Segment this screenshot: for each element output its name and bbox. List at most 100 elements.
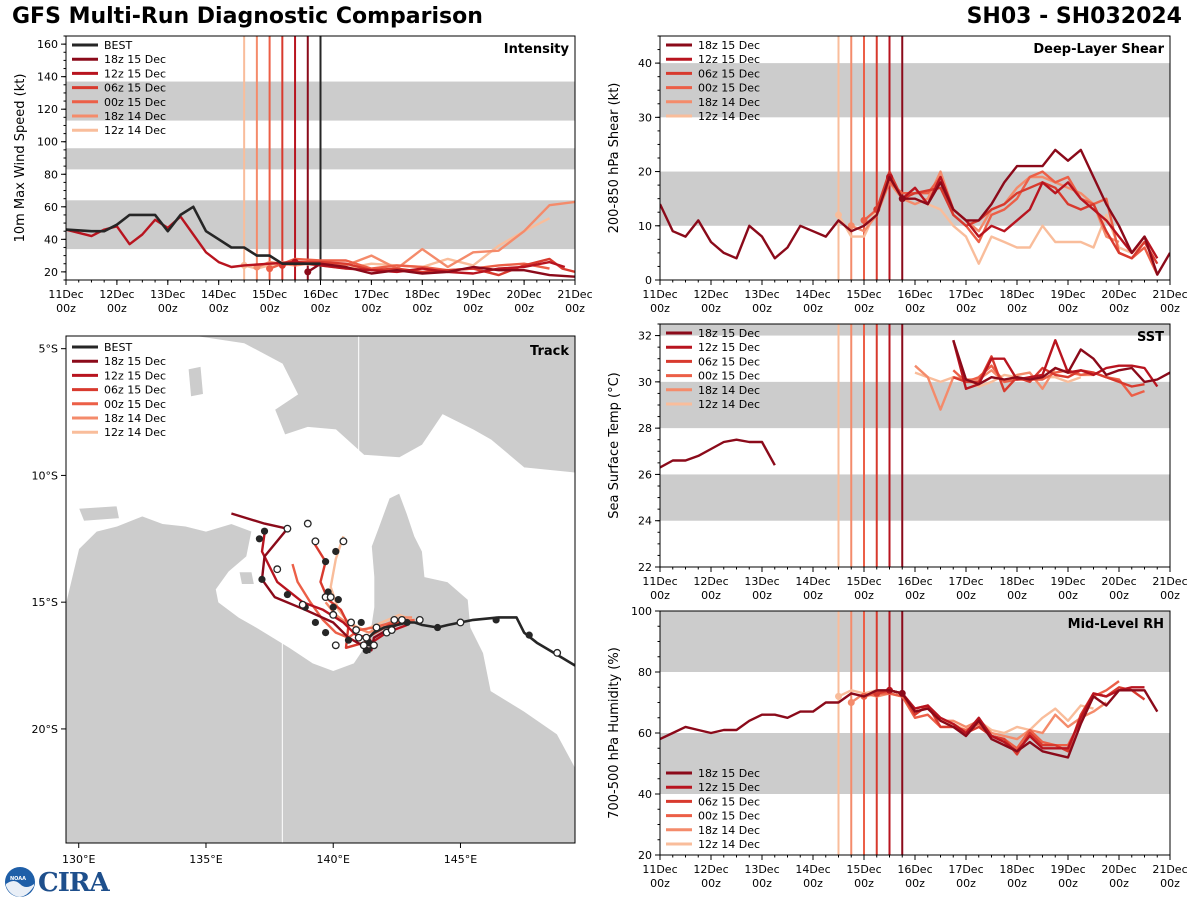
legend-entry: 18z 15 Dec <box>698 39 760 52</box>
panel-title: SST <box>1137 330 1164 345</box>
track-point-open <box>326 593 335 602</box>
y-tick-label: 10 <box>638 220 652 233</box>
legend-entry: 18z 14 Dec <box>104 412 166 425</box>
x-tick-day: 14Dec <box>795 575 830 588</box>
chart-sst: 22242628303211Dec00z12Dec00z13Dec00z14De… <box>607 323 1188 602</box>
x-tick-hour: 00z <box>107 302 127 315</box>
track-point-open <box>354 633 363 642</box>
series-line <box>952 339 1170 386</box>
series-line <box>660 689 1159 759</box>
x-tick-day: 15Dec <box>252 288 287 301</box>
legend-entry: 12z 15 Dec <box>698 341 760 354</box>
x-tick-day: 18Dec <box>999 575 1034 588</box>
legend-entry: 06z 15 Dec <box>104 384 166 397</box>
legend-entry: 18z 14 Dec <box>698 96 760 109</box>
shaded-band <box>660 63 1170 118</box>
panel-title: Deep-Layer Shear <box>1033 42 1164 57</box>
track-point-filled <box>260 527 269 535</box>
x-tick-label: 140°E <box>316 853 349 866</box>
panel-title: Mid-Level RH <box>1068 617 1164 632</box>
x-tick-hour: 00z <box>905 302 925 315</box>
shaded-band <box>660 381 1170 429</box>
noaa-wave-icon <box>6 881 34 897</box>
x-tick-day: 20Dec <box>1101 575 1136 588</box>
legend-entry: 12z 14 Dec <box>104 426 166 439</box>
init-point <box>847 222 855 230</box>
x-tick-hour: 00z <box>752 302 772 315</box>
init-point <box>266 265 274 273</box>
legend-entry: BEST <box>104 39 132 52</box>
legend-entry: 18z 15 Dec <box>698 767 760 780</box>
x-tick-day: 19Dec <box>456 288 491 301</box>
x-tick-day: 15Dec <box>846 863 881 876</box>
track-point-open <box>553 648 562 657</box>
legend-entry: 12z 15 Dec <box>104 369 166 382</box>
series-line <box>307 262 575 278</box>
track-point-filled <box>258 575 266 583</box>
y-tick-label: 20 <box>638 849 652 862</box>
chart-intensity: 2040608010012014016011Dec00z12Dec00z13De… <box>13 35 593 315</box>
x-tick-day: 16Dec <box>897 863 932 876</box>
x-tick-hour: 00z <box>260 302 280 315</box>
x-tick-day: 16Dec <box>897 575 932 588</box>
y-tick-label: 60 <box>44 201 58 214</box>
init-point <box>847 699 855 706</box>
track-point-open <box>347 618 355 627</box>
y-tick-label: 100 <box>37 136 58 149</box>
y-tick-label: 80 <box>44 168 58 181</box>
x-tick-day: 21Dec <box>1152 575 1187 588</box>
legend-entry: BEST <box>104 341 132 354</box>
legend-entry: 00z 15 Dec <box>104 398 166 411</box>
series-line <box>660 438 776 469</box>
x-tick-day: 21Dec <box>1152 288 1187 301</box>
y-tick-label: 30 <box>638 111 652 124</box>
track-point-open <box>369 641 378 650</box>
track-point-open <box>397 615 406 624</box>
legend-entry: 12z 14 Dec <box>104 124 166 137</box>
x-tick-day: 17Dec <box>948 863 983 876</box>
x-tick-hour: 00z <box>803 589 823 602</box>
x-tick-hour: 00z <box>1007 589 1027 602</box>
page-title: GFS Multi-Run Diagnostic Comparison <box>12 4 483 29</box>
x-tick-hour: 00z <box>1109 589 1129 602</box>
legend-entry: 00z 15 Dec <box>698 370 760 383</box>
track-point-open <box>390 615 399 624</box>
x-tick-hour: 00z <box>752 877 772 890</box>
legend-entry: 18z 15 Dec <box>104 355 166 368</box>
track-point-filled <box>255 535 264 543</box>
x-tick-day: 11Dec <box>642 288 677 301</box>
legend-entry: 18z 15 Dec <box>104 53 166 66</box>
x-tick-hour: 00z <box>803 877 823 890</box>
x-tick-hour: 00z <box>803 302 823 315</box>
legend-entry: 12z 14 Dec <box>698 838 760 851</box>
best-track-line <box>66 205 321 266</box>
y-tick-label: 26 <box>638 468 652 481</box>
legend-entry: 18z 14 Dec <box>698 824 760 837</box>
x-tick-day: 21Dec <box>1152 863 1187 876</box>
track-point-open <box>372 623 381 632</box>
x-tick-hour: 00z <box>701 302 721 315</box>
x-tick-day: 17Dec <box>948 575 983 588</box>
x-tick-day: 19Dec <box>1050 863 1085 876</box>
x-tick-day: 15Dec <box>846 575 881 588</box>
track-point-open <box>329 610 338 619</box>
legend-entry: 12z 15 Dec <box>698 781 760 794</box>
track-point-open <box>352 626 361 635</box>
chart-shear: 01020304011Dec00z12Dec00z13Dec00z14Dec00… <box>607 35 1188 315</box>
x-tick-hour: 00z <box>650 877 670 890</box>
x-tick-day: 14Dec <box>795 863 830 876</box>
legend-entry: 06z 15 Dec <box>698 67 760 80</box>
track-point-open <box>311 537 320 546</box>
y-tick-label: 5°S <box>39 343 58 356</box>
aru-islands-land <box>187 365 204 398</box>
x-tick-hour: 00z <box>1007 877 1027 890</box>
x-tick-day: 17Dec <box>948 288 983 301</box>
x-tick-day: 18Dec <box>999 863 1034 876</box>
y-tick-label: 40 <box>638 788 652 801</box>
x-tick-hour: 00z <box>854 589 874 602</box>
x-tick-hour: 00z <box>854 302 874 315</box>
x-tick-day: 11Dec <box>48 288 83 301</box>
legend-entry: 18z 15 Dec <box>698 327 760 340</box>
x-tick-day: 20Dec <box>1101 288 1136 301</box>
x-tick-day: 12Dec <box>693 863 728 876</box>
